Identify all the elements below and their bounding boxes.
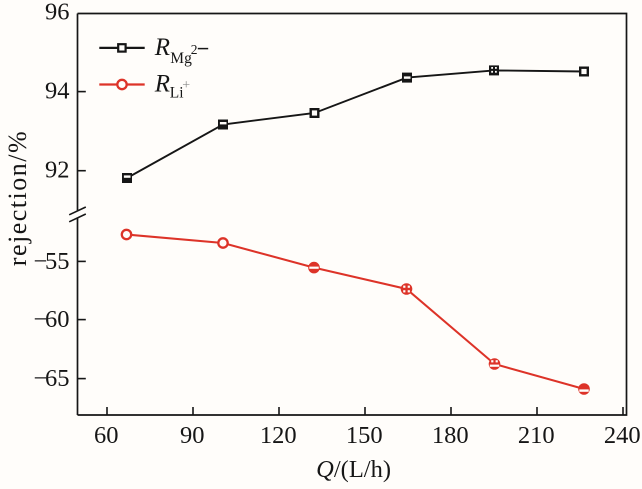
svg-text:Mg: Mg xyxy=(170,50,192,67)
svg-text:60: 60 xyxy=(94,422,119,449)
svg-text:120: 120 xyxy=(260,422,297,449)
svg-text:+: + xyxy=(182,78,190,93)
svg-text:rejection/%: rejection/% xyxy=(3,130,32,266)
svg-text:2: 2 xyxy=(191,42,198,57)
svg-text:180: 180 xyxy=(432,422,469,449)
svg-text:92: 92 xyxy=(45,157,70,184)
svg-text:210: 210 xyxy=(518,422,555,449)
svg-text:90: 90 xyxy=(180,422,205,449)
svg-text:Q/(L/h): Q/(L/h) xyxy=(316,456,391,483)
svg-text:150: 150 xyxy=(346,422,383,449)
svg-text:R: R xyxy=(154,34,170,61)
svg-text:94: 94 xyxy=(45,77,70,104)
svg-text:Li: Li xyxy=(170,84,184,101)
svg-text:R: R xyxy=(154,71,170,98)
svg-text:96: 96 xyxy=(45,0,70,25)
svg-text:−60: −60 xyxy=(34,306,70,333)
svg-text:240: 240 xyxy=(604,422,641,449)
svg-text:−55: −55 xyxy=(34,248,70,275)
svg-text:−65: −65 xyxy=(34,365,70,392)
